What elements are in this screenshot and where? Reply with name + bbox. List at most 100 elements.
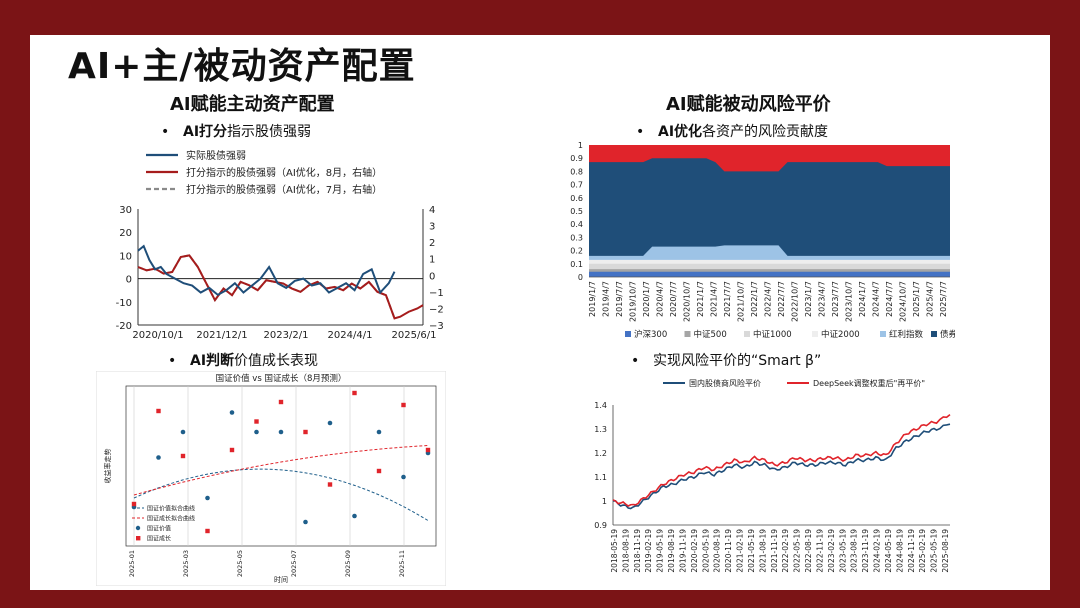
x-tick: 2025/6/1 xyxy=(392,330,437,341)
x-tick: 2021/4/7 xyxy=(710,281,719,317)
x-tick: 2020/1/7 xyxy=(642,281,651,317)
x-tick: 2019-11-19 xyxy=(678,529,687,573)
value-point xyxy=(180,429,186,435)
growth-point xyxy=(376,468,382,474)
legend-label: 国证成长 xyxy=(147,535,171,543)
series-line xyxy=(612,413,951,507)
bullet-dot: • xyxy=(161,124,170,140)
x-tick: 2022-11-19 xyxy=(815,529,824,573)
value-point xyxy=(376,429,382,435)
x-tick: 2023-08-19 xyxy=(850,529,859,573)
x-tick: 2021-11-19 xyxy=(770,529,779,573)
growth-point xyxy=(327,482,333,487)
x-tick: 2024-11-19 xyxy=(907,529,916,573)
x-tick: 2022/7/7 xyxy=(777,281,786,317)
x-tick: 2024/4/1 xyxy=(328,330,373,341)
x-tick: 2023-02-19 xyxy=(827,529,836,573)
value-point xyxy=(156,455,161,460)
y-tick: 1 xyxy=(578,141,583,150)
y-right-tick: 1 xyxy=(429,255,435,266)
y-right-tick: 2 xyxy=(429,238,435,249)
value-point xyxy=(278,429,284,435)
y-left-tick: -10 xyxy=(116,298,132,309)
growth-point xyxy=(401,402,406,408)
legend-swatch xyxy=(136,536,141,541)
left-heading: AI赋能主动资产配置 xyxy=(170,94,335,115)
bullet-bold: AI判断 xyxy=(190,353,235,369)
x-tick: 2020-11-19 xyxy=(724,529,733,573)
legend-label: 中证500 xyxy=(694,329,727,340)
growth-point xyxy=(131,501,137,507)
x-tick: 2019-02-19 xyxy=(644,529,653,573)
y-tick: 0.9 xyxy=(570,154,583,163)
x-tick: 2025-01 xyxy=(128,550,136,577)
growth-fit-curve xyxy=(133,445,429,496)
x-tick: 2025/7/7 xyxy=(939,281,948,317)
x-tick: 2025-08-19 xyxy=(941,529,950,573)
value-point xyxy=(352,513,357,519)
bullet-bold: AI优化 xyxy=(658,124,703,140)
x-tick: 2025/1/7 xyxy=(912,281,921,317)
bullet-smart-beta: • 实现风险平价的“Smart β” xyxy=(631,350,821,370)
x-tick: 2021/1/7 xyxy=(696,281,705,317)
legend-label: 国证价值 xyxy=(147,525,171,533)
x-tick: 2023-11-19 xyxy=(861,529,870,573)
x-tick: 2025-05 xyxy=(236,550,244,577)
bullet-dot: • xyxy=(631,353,640,369)
growth-point xyxy=(254,419,259,424)
series-line xyxy=(137,254,424,320)
y-right-tick: −3 xyxy=(429,321,444,332)
x-tick: 2021-02-19 xyxy=(736,529,745,573)
bullet-text: 各资产的风险贡献度 xyxy=(702,124,829,140)
legend-swatch xyxy=(684,331,691,337)
x-tick: 2025-09 xyxy=(344,550,352,577)
x-tick: 2025-07 xyxy=(290,550,298,577)
x-tick: 2022/10/7 xyxy=(791,281,800,322)
y-tick: 0.7 xyxy=(570,181,583,190)
growth-point xyxy=(229,447,235,453)
x-tick: 2025-03 xyxy=(182,550,190,577)
legend-label: 国内股债商风险平价 xyxy=(689,378,761,388)
x-tick: 2022-05-19 xyxy=(793,529,802,573)
legend-label: 中证1000 xyxy=(753,329,792,340)
bullet-text: 实现风险平价的“Smart β” xyxy=(653,353,822,369)
y-tick: 0.3 xyxy=(570,233,583,242)
growth-point xyxy=(205,528,210,534)
bullet-text: 价值成长表现 xyxy=(234,353,319,369)
x-tick: 2022-02-19 xyxy=(781,529,790,573)
x-tick: 2023/1/7 xyxy=(804,281,813,317)
x-tick: 2022/1/7 xyxy=(750,281,759,317)
x-tick: 2018-05-19 xyxy=(610,529,619,573)
x-tick: 2024/10/7 xyxy=(899,281,908,322)
x-tick: 2023/4/7 xyxy=(818,281,827,317)
value-point xyxy=(327,420,333,426)
legend-swatch xyxy=(625,331,631,337)
chart-frame xyxy=(96,371,446,586)
x-tick: 2024/1/7 xyxy=(858,281,867,317)
y-tick: 0.2 xyxy=(570,247,583,256)
smart-beta-chart: 国内股债商风险平价 DeepSeek调整权重后"再平价" 1.4 1.3 1.2 1.1 1… xyxy=(594,378,951,573)
legend-swatch xyxy=(744,331,750,337)
y-left-tick: -20 xyxy=(116,321,132,332)
x-tick: 2022/4/7 xyxy=(764,281,773,317)
y-tick: 1.3 xyxy=(594,425,607,434)
x-tick: 2024-05-19 xyxy=(884,529,893,573)
bullet-dot: • xyxy=(636,124,645,140)
growth-point xyxy=(278,399,284,405)
value-fit-curve xyxy=(133,468,429,521)
y-right-tick: −1 xyxy=(429,288,444,299)
x-tick: 2020/4/7 xyxy=(656,281,665,317)
growth-point xyxy=(156,408,161,414)
x-tick: 2024-08-19 xyxy=(895,529,904,573)
risk-contribution-chart: 1 0.9 0.8 0.7 0.6 0.5 0.4 0.3 0.2 0.1 0 2019/1/7 201… xyxy=(570,141,955,340)
x-tick: 2018-11-19 xyxy=(633,529,642,573)
x-tick: 2020/10/1 xyxy=(132,330,183,341)
bullet-text: 指示股债强弱 xyxy=(227,124,312,140)
legend-swatch xyxy=(931,331,937,337)
x-tick: 2019/7/7 xyxy=(615,281,624,317)
y-left-tick: 0 xyxy=(126,275,132,286)
x-tick: 2023/10/7 xyxy=(845,281,854,322)
y-right-tick: 0 xyxy=(429,271,435,282)
y-right-tick: 4 xyxy=(429,205,435,216)
